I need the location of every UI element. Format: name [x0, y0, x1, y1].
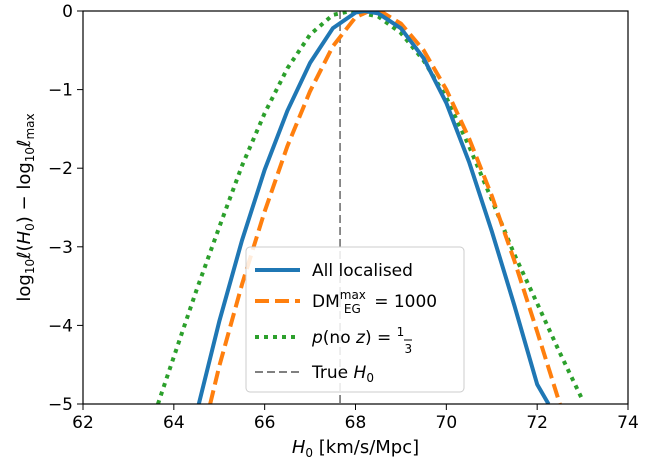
legend-label-all-localised: All localised	[312, 261, 413, 281]
y-tick-label: −5	[48, 395, 73, 415]
x-tick-label: 68	[345, 413, 367, 433]
legend: All localised DMmax EG = 1000 p(no z) = 1…	[245, 246, 465, 393]
x-tick-label: 70	[436, 413, 458, 433]
ticks-layer: 62 64 66 68 70 72 74 0 −1 −2 −3 −4 −5	[48, 2, 639, 433]
y-tick-label: −4	[48, 316, 73, 336]
x-tick-label: 72	[526, 413, 548, 433]
x-tick-label: 62	[72, 413, 94, 433]
legend-label-true-h0: True H0	[311, 363, 374, 385]
series-line-1	[208, 11, 562, 404]
x-tick-label: 66	[254, 413, 276, 433]
legend-fraction-denominator: 3	[405, 342, 413, 356]
y-axis-label: log10ℓ(H0) − log10ℓmax	[14, 113, 37, 301]
series-line-2	[156, 11, 585, 404]
series-line-0	[196, 11, 551, 404]
legend-box	[245, 246, 465, 393]
legend-label-dm-eg-max: DMmax EG = 1000	[312, 288, 437, 316]
y-tick-label: −1	[48, 81, 73, 101]
x-tick-label: 64	[163, 413, 185, 433]
y-tick-label: −3	[48, 238, 73, 258]
y-tick-label: −2	[48, 159, 73, 179]
x-axis-label: H0 [km/s/Mpc]	[292, 437, 419, 460]
y-tick-label: 0	[62, 2, 73, 22]
x-tick-label: 74	[617, 413, 639, 433]
legend-label-p-no-z: p(no z) = 1	[311, 325, 404, 348]
plot-frame	[82, 10, 629, 405]
